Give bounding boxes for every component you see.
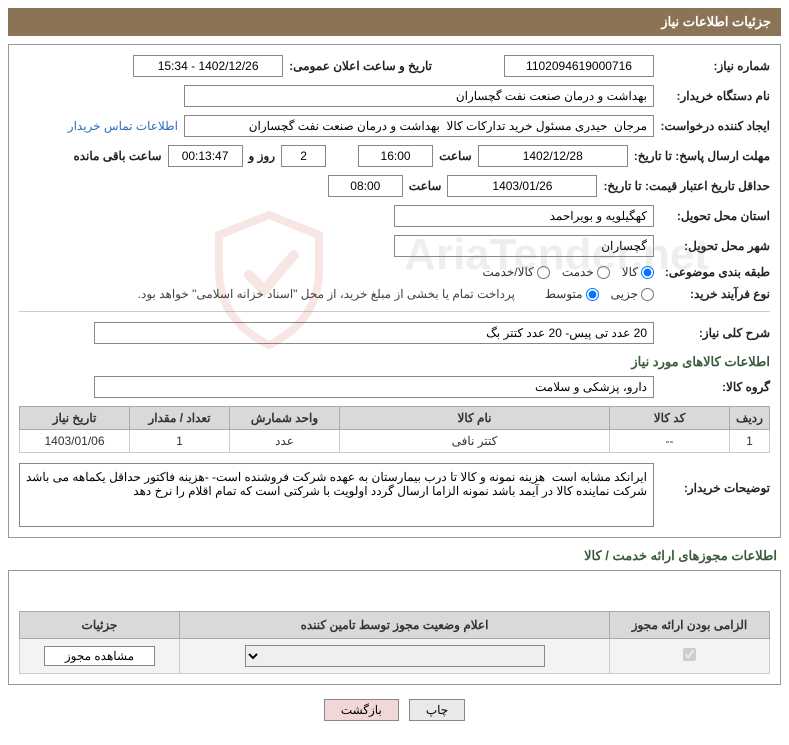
public-announce-input[interactable] [133, 55, 283, 77]
license-col-details: جزئیات [20, 612, 180, 639]
cell-code: -- [610, 430, 730, 453]
license-col-required: الزامی بودن ارائه مجوز [610, 612, 770, 639]
row-requester: ایجاد کننده درخواست: اطلاعات تماس خریدار [19, 115, 770, 137]
price-validity-time-label: ساعت [409, 179, 442, 193]
row-process-type: نوع فرآیند خرید: جزیی متوسط پرداخت تمام … [19, 287, 770, 301]
public-announce-label: تاریخ و ساعت اعلان عمومی: [289, 59, 432, 73]
subject-class-goods-label: کالا [622, 265, 638, 279]
subject-class-service-label: خدمت [562, 265, 594, 279]
cell-name: کتتر نافی [340, 430, 610, 453]
response-deadline-label: مهلت ارسال پاسخ: تا تاریخ: [634, 149, 770, 163]
items-table-header-row: ردیف کد کالا نام کالا واحد شمارش تعداد /… [20, 407, 770, 430]
subject-class-label: طبقه بندی موضوعی: [660, 265, 770, 279]
col-code: کد کالا [610, 407, 730, 430]
delivery-city-input[interactable] [394, 235, 654, 257]
col-name: نام کالا [340, 407, 610, 430]
requester-label: ایجاد کننده درخواست: [660, 119, 770, 133]
process-type-radios: جزیی متوسط [545, 287, 654, 301]
requester-input[interactable] [184, 115, 654, 137]
license-table: الزامی بودن ارائه مجوز اعلام وضعیت مجوز … [19, 611, 770, 674]
process-type-partial-label: جزیی [611, 287, 638, 301]
cell-row: 1 [730, 430, 770, 453]
license-details-cell: مشاهده مجوز [20, 639, 180, 674]
license-col-status: اعلام وضعیت مجوز توسط تامین کننده [180, 612, 610, 639]
cell-qty: 1 [130, 430, 230, 453]
subject-class-radios: کالا خدمت کالا/خدمت [482, 265, 654, 279]
page-title: جزئیات اطلاعات نیاز [661, 14, 771, 29]
row-buyer-org: نام دستگاه خریدار: [19, 85, 770, 107]
buyer-org-label: نام دستگاه خریدار: [660, 89, 770, 103]
response-deadline-time-label: ساعت [439, 149, 472, 163]
price-validity-date-input[interactable] [447, 175, 597, 197]
license-section-title: اطلاعات مجوزهای ارائه خدمت / کالا [8, 548, 777, 564]
need-number-label: شماره نیاز: [660, 59, 770, 73]
general-desc-input[interactable] [94, 322, 654, 344]
price-validity-time-input[interactable] [328, 175, 403, 197]
subject-class-goods-service-radio[interactable] [537, 266, 550, 279]
buyer-desc-label: توضیحات خریدار: [660, 463, 770, 495]
need-number-input[interactable] [504, 55, 654, 77]
license-required-cell [610, 639, 770, 674]
license-panel: الزامی بودن ارائه مجوز اعلام وضعیت مجوز … [8, 570, 781, 685]
row-delivery-city: شهر محل تحویل: [19, 235, 770, 257]
response-deadline-time-input[interactable] [358, 145, 433, 167]
process-type-medium-label: متوسط [545, 287, 583, 301]
back-button[interactable]: بازگشت [324, 699, 399, 721]
response-deadline-remaining-suffix: ساعت باقی مانده [73, 149, 161, 163]
row-goods-group: گروه کالا: [19, 376, 770, 398]
delivery-province-input[interactable] [394, 205, 654, 227]
process-type-partial-radio[interactable] [641, 288, 654, 301]
license-status-select[interactable] [245, 645, 545, 667]
items-table: ردیف کد کالا نام کالا واحد شمارش تعداد /… [19, 406, 770, 453]
response-deadline-days-input[interactable] [281, 145, 326, 167]
col-qty: تعداد / مقدار [130, 407, 230, 430]
general-desc-label: شرح کلی نیاز: [660, 326, 770, 340]
row-delivery-province: استان محل تحویل: [19, 205, 770, 227]
print-button[interactable]: چاپ [409, 699, 465, 721]
process-type-note: پرداخت تمام یا بخشی از مبلغ خرید، از محل… [138, 287, 515, 301]
cell-need-date: 1403/01/06 [20, 430, 130, 453]
buyer-desc-textarea[interactable] [19, 463, 654, 527]
row-price-validity: حداقل تاریخ اعتبار قیمت: تا تاریخ: ساعت [19, 175, 770, 197]
col-unit: واحد شمارش [230, 407, 340, 430]
goods-group-input[interactable] [94, 376, 654, 398]
page-title-bar: جزئیات اطلاعات نیاز [8, 8, 781, 36]
subject-class-service-radio[interactable] [597, 266, 610, 279]
goods-info-title: اطلاعات کالاهای مورد نیاز [19, 354, 770, 370]
row-response-deadline: مهلت ارسال پاسخ: تا تاریخ: ساعت روز و سا… [19, 145, 770, 167]
response-deadline-days-suffix: روز و [249, 149, 276, 163]
price-validity-label: حداقل تاریخ اعتبار قیمت: تا تاریخ: [603, 179, 770, 193]
subject-class-goods-radio[interactable] [641, 266, 654, 279]
response-deadline-date-input[interactable] [478, 145, 628, 167]
row-subject-class: طبقه بندی موضوعی: کالا خدمت کالا/خدمت [19, 265, 770, 279]
table-row: 1 -- کتتر نافی عدد 1 1403/01/06 [20, 430, 770, 453]
row-general-desc: شرح کلی نیاز: [19, 322, 770, 344]
license-required-checkbox [683, 648, 696, 661]
delivery-city-label: شهر محل تحویل: [660, 239, 770, 253]
subject-class-goods-service-label: کالا/خدمت [482, 265, 533, 279]
col-row: ردیف [730, 407, 770, 430]
license-row: مشاهده مجوز [20, 639, 770, 674]
view-license-button[interactable]: مشاهده مجوز [44, 646, 155, 666]
col-need-date: تاریخ نیاز [20, 407, 130, 430]
cell-unit: عدد [230, 430, 340, 453]
buyer-org-input[interactable] [184, 85, 654, 107]
buyer-contact-link[interactable]: اطلاعات تماس خریدار [68, 119, 178, 133]
response-deadline-remaining-input[interactable] [168, 145, 243, 167]
process-type-medium-radio[interactable] [586, 288, 599, 301]
row-buyer-desc: توضیحات خریدار: [19, 463, 770, 527]
goods-group-label: گروه کالا: [660, 380, 770, 394]
process-type-label: نوع فرآیند خرید: [660, 287, 770, 301]
main-panel: شماره نیاز: تاریخ و ساعت اعلان عمومی: نا… [8, 44, 781, 538]
license-status-cell [180, 639, 610, 674]
row-need-number: شماره نیاز: تاریخ و ساعت اعلان عمومی: [19, 55, 770, 77]
delivery-province-label: استان محل تحویل: [660, 209, 770, 223]
action-buttons: چاپ بازگشت [8, 699, 781, 721]
license-header-row: الزامی بودن ارائه مجوز اعلام وضعیت مجوز … [20, 612, 770, 639]
